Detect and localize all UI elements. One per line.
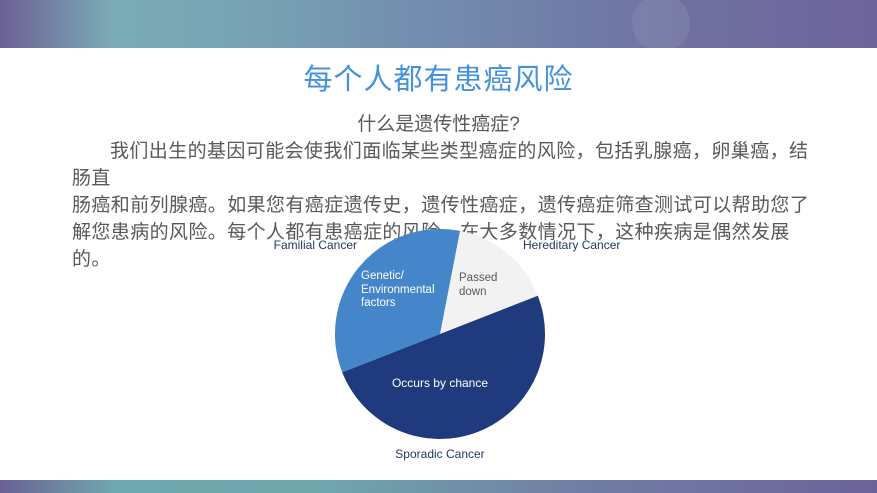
- body-line: 肠癌和前列腺癌。如果您有癌症遗传史，遗传性癌症，遗传癌症筛查测试可以帮助您了: [72, 195, 810, 216]
- pie-slice-1: [342, 295, 546, 439]
- pie-label-hereditary-cancer: Hereditary Cancer: [523, 238, 621, 252]
- pie-chart-svg: [334, 228, 546, 439]
- pie-slice-label-occurs-by-chance: Occurs by chance: [391, 376, 489, 390]
- bottom-gradient-bar: [0, 480, 877, 493]
- pie-label-familial-cancer: Familial Cancer: [273, 238, 357, 252]
- subtitle: 什么是遗传性癌症?: [357, 114, 520, 135]
- pie-slice-label-genetic-environmental: Genetic/ Environmental factors: [361, 270, 435, 309]
- pie-slice-label-passed-down: Passed down: [459, 272, 498, 298]
- page-title: 每个人都有患癌风险: [303, 64, 574, 96]
- pie-slice-0: [440, 230, 538, 334]
- pie-label-sporadic-cancer: Sporadic Cancer: [395, 447, 485, 461]
- arc-decoration: [632, 0, 690, 52]
- top-gradient-bar: [0, 0, 877, 52]
- pie-slice-2: [334, 228, 460, 373]
- body-line: 我们出生的基因可能会使我们面临某些类型癌症的风险，包括乳腺癌，卵巢癌，结肠直: [72, 141, 809, 189]
